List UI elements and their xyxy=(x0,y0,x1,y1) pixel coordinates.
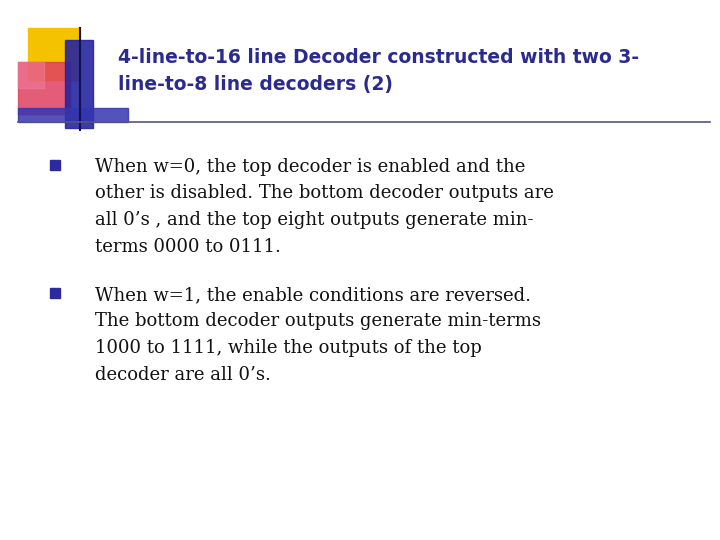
Bar xyxy=(65,40,93,128)
Text: 4-line-to-16 line Decoder constructed with two 3-: 4-line-to-16 line Decoder constructed wi… xyxy=(118,48,639,67)
Text: line-to-8 line decoders (2): line-to-8 line decoders (2) xyxy=(118,75,393,94)
Text: The bottom decoder outputs generate min-terms: The bottom decoder outputs generate min-… xyxy=(95,313,541,330)
Bar xyxy=(18,62,70,114)
Text: other is disabled. The bottom decoder outputs are: other is disabled. The bottom decoder ou… xyxy=(95,185,554,202)
Text: When w=1, the enable conditions are reversed.: When w=1, the enable conditions are reve… xyxy=(95,286,531,304)
Bar xyxy=(28,28,80,80)
Bar xyxy=(18,108,128,122)
Text: terms 0000 to 0111.: terms 0000 to 0111. xyxy=(95,238,281,255)
Bar xyxy=(50,288,60,298)
Text: decoder are all 0’s.: decoder are all 0’s. xyxy=(95,366,271,383)
Text: 1000 to 1111, while the outputs of the top: 1000 to 1111, while the outputs of the t… xyxy=(95,339,482,357)
Bar xyxy=(50,160,60,170)
Bar xyxy=(18,62,44,88)
Text: all 0’s , and the top eight outputs generate min-: all 0’s , and the top eight outputs gene… xyxy=(95,211,534,229)
Text: When w=0, the top decoder is enabled and the: When w=0, the top decoder is enabled and… xyxy=(95,158,526,176)
